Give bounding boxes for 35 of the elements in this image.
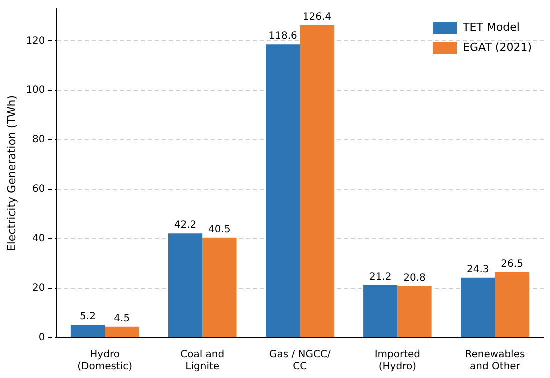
bar [364,286,398,338]
y-tick-label: 80 [32,134,46,146]
data-label: 118.6 [268,31,298,42]
y-axis-title: Electricity Generation (TWh) [5,95,18,252]
legend-label: EGAT (2021) [463,40,532,54]
data-label: 40.5 [208,224,231,236]
data-label: 21.2 [369,272,392,284]
y-tick-label: 120 [26,36,46,47]
bar [105,326,140,338]
bar [461,278,496,338]
data-label: 26.5 [501,259,524,270]
y-tick-label: 100 [26,85,46,96]
x-tick-label: Imported (Hydro) [374,350,421,373]
legend-label: TET Model [462,20,520,34]
data-label: 126.4 [302,12,332,23]
bar [300,25,334,338]
data-label: 20.8 [404,273,426,284]
bar [495,272,530,338]
x-tick-label: Renewables and Other [465,350,526,373]
data-label: 42.2 [174,220,197,232]
y-tick-label: 20 [32,283,46,294]
bar [398,286,432,338]
data-label: 24.3 [467,264,490,276]
bar [168,234,203,338]
x-tick-label: Gas / NGCC/ CC [269,350,332,373]
y-tick-label: 40 [32,234,46,245]
y-tick-label: 60 [32,184,46,196]
bar [70,325,106,338]
x-tick-label: Hydro (Domestic) [78,350,133,373]
data-label: 4.5 [114,313,130,324]
x-tick-label: Coal and Lignite [180,350,225,373]
y-tick-label: 0 [38,332,46,344]
data-label: 5.2 [80,312,96,323]
bar [266,44,300,338]
bar [202,238,237,338]
